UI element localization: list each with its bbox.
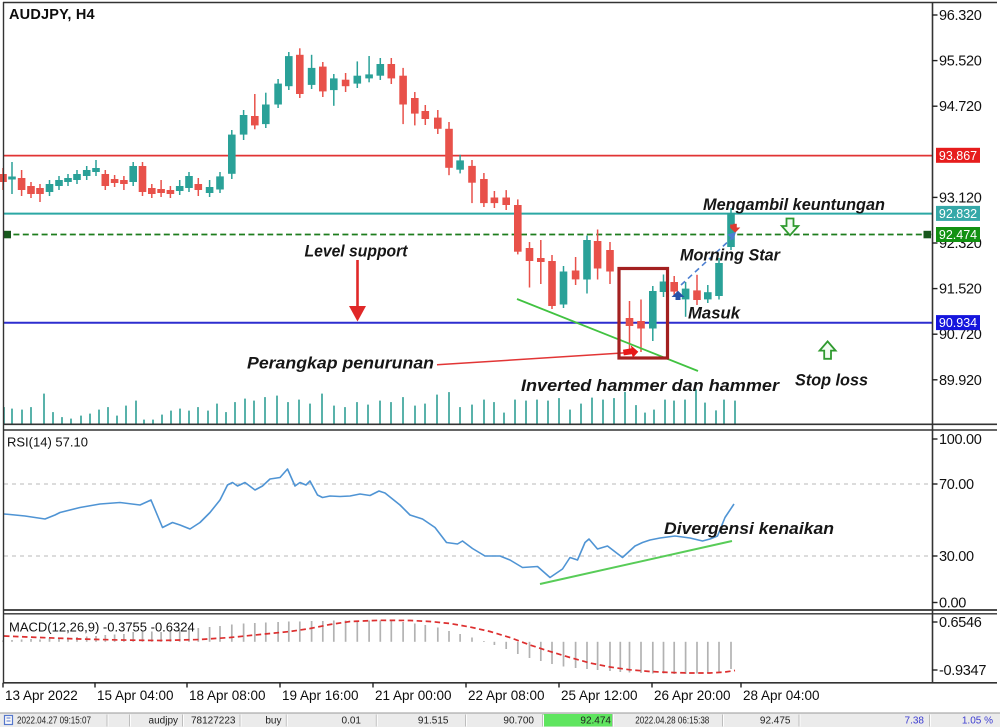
- svg-text:70.00: 70.00: [939, 477, 974, 493]
- svg-text:25 Apr 12:00: 25 Apr 12:00: [561, 688, 638, 703]
- svg-text:13 Apr 2022: 13 Apr 2022: [5, 688, 78, 703]
- svg-text:1.05 %: 1.05 %: [962, 716, 993, 727]
- svg-text:94.720: 94.720: [939, 99, 982, 115]
- svg-text:93.120: 93.120: [939, 190, 982, 206]
- svg-text:7.38: 7.38: [905, 716, 925, 727]
- svg-text:0.01: 0.01: [342, 716, 362, 727]
- svg-text:100.00: 100.00: [939, 432, 982, 448]
- svg-text:MACD(12,26,9) -0.3755 -0.6324: MACD(12,26,9) -0.3755 -0.6324: [9, 620, 195, 635]
- svg-text:2022.04.27 09:15:07: 2022.04.27 09:15:07: [17, 716, 91, 727]
- svg-text:0.6546: 0.6546: [939, 615, 982, 631]
- svg-text:2022.04.28 06:15:38: 2022.04.28 06:15:38: [635, 716, 709, 727]
- svg-text:buy: buy: [265, 716, 281, 727]
- svg-text:28 Apr 04:00: 28 Apr 04:00: [743, 688, 820, 703]
- svg-text:90.934: 90.934: [939, 316, 977, 330]
- svg-text:90.700: 90.700: [503, 716, 534, 727]
- svg-text:78127223: 78127223: [191, 716, 236, 727]
- svg-text:Level support: Level support: [305, 242, 409, 261]
- svg-text:96.320: 96.320: [939, 8, 982, 24]
- svg-text:AUDJPY, H4: AUDJPY, H4: [9, 7, 95, 23]
- svg-text:Morning Star: Morning Star: [680, 246, 781, 265]
- svg-text:Stop loss: Stop loss: [795, 371, 868, 390]
- svg-text:92.832: 92.832: [939, 207, 977, 221]
- svg-text:89.920: 89.920: [939, 373, 982, 389]
- svg-text:91.515: 91.515: [418, 716, 449, 727]
- svg-text:Perangkap penurunan: Perangkap penurunan: [247, 354, 434, 373]
- svg-text:-0.9347: -0.9347: [939, 663, 986, 679]
- svg-text:95.520: 95.520: [939, 54, 982, 70]
- svg-text:Masuk: Masuk: [688, 304, 742, 323]
- svg-text:0.00: 0.00: [939, 596, 966, 612]
- svg-text:92.475: 92.475: [760, 716, 791, 727]
- svg-text:21 Apr 00:00: 21 Apr 00:00: [375, 688, 452, 703]
- svg-text:15 Apr 04:00: 15 Apr 04:00: [97, 688, 174, 703]
- svg-text:RSI(14) 57.10: RSI(14) 57.10: [7, 435, 88, 450]
- svg-text:19 Apr 16:00: 19 Apr 16:00: [282, 688, 359, 703]
- svg-text:Mengambil keuntungan: Mengambil keuntungan: [703, 195, 885, 214]
- svg-text:22 Apr 08:00: 22 Apr 08:00: [468, 688, 545, 703]
- svg-text:91.520: 91.520: [939, 282, 982, 298]
- svg-text:30.00: 30.00: [939, 549, 974, 565]
- svg-text:audjpy: audjpy: [149, 716, 178, 727]
- svg-text:Inverted hammer dan hammer: Inverted hammer dan hammer: [521, 376, 780, 395]
- svg-text:18 Apr 08:00: 18 Apr 08:00: [189, 688, 266, 703]
- svg-text:92.474: 92.474: [580, 716, 611, 727]
- svg-text:93.867: 93.867: [939, 149, 977, 163]
- svg-text:90.720: 90.720: [939, 327, 982, 343]
- svg-text:92.474: 92.474: [939, 228, 977, 242]
- svg-text:Divergensi kenaikan: Divergensi kenaikan: [664, 520, 834, 538]
- svg-text:26 Apr 20:00: 26 Apr 20:00: [654, 688, 731, 703]
